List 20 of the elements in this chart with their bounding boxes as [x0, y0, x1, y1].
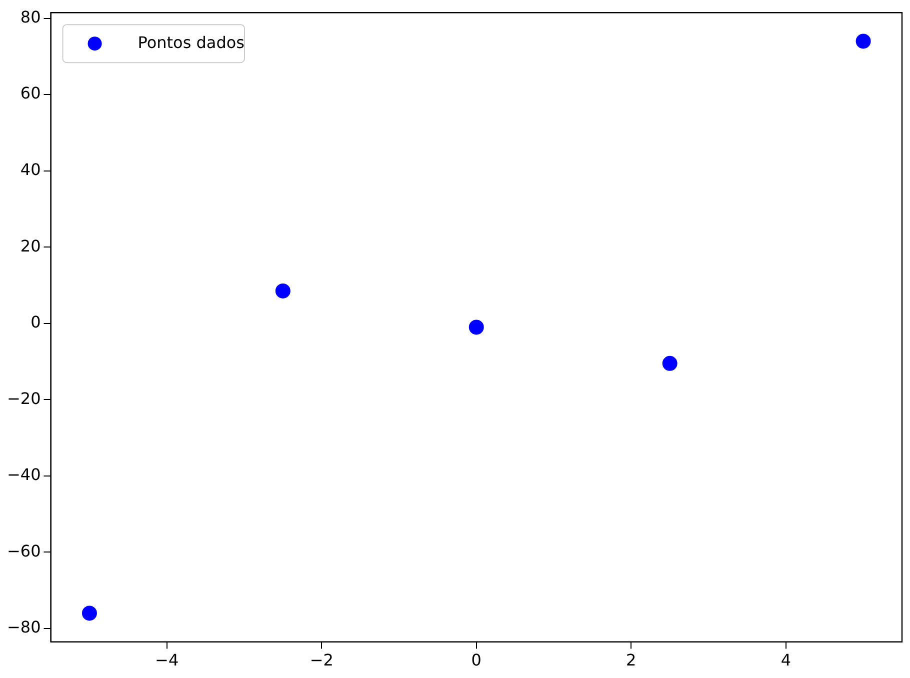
point	[856, 34, 871, 49]
point	[275, 283, 290, 298]
y-tick-label: −20	[7, 388, 41, 408]
x-tick-label: 2	[626, 650, 636, 670]
x-tick-label: −4	[155, 650, 179, 670]
y-tick-label: 60	[20, 84, 41, 103]
y-tick-label: 0	[30, 312, 41, 332]
y-tick-label: 80	[20, 7, 41, 26]
point	[82, 606, 97, 621]
point	[468, 320, 484, 335]
x-tick-label: −2	[310, 650, 334, 670]
point	[662, 356, 678, 371]
y-tick-label: −40	[7, 465, 41, 484]
y-tick-label: 20	[20, 236, 41, 256]
y-tick-label: −80	[7, 618, 41, 637]
y-tick-label: 40	[20, 160, 41, 180]
y-tick-label: −60	[7, 541, 41, 560]
x-tick-label: 4	[780, 650, 792, 670]
legend-label: Pontos dados	[138, 32, 244, 52]
x-tick-label: 0	[471, 650, 482, 670]
